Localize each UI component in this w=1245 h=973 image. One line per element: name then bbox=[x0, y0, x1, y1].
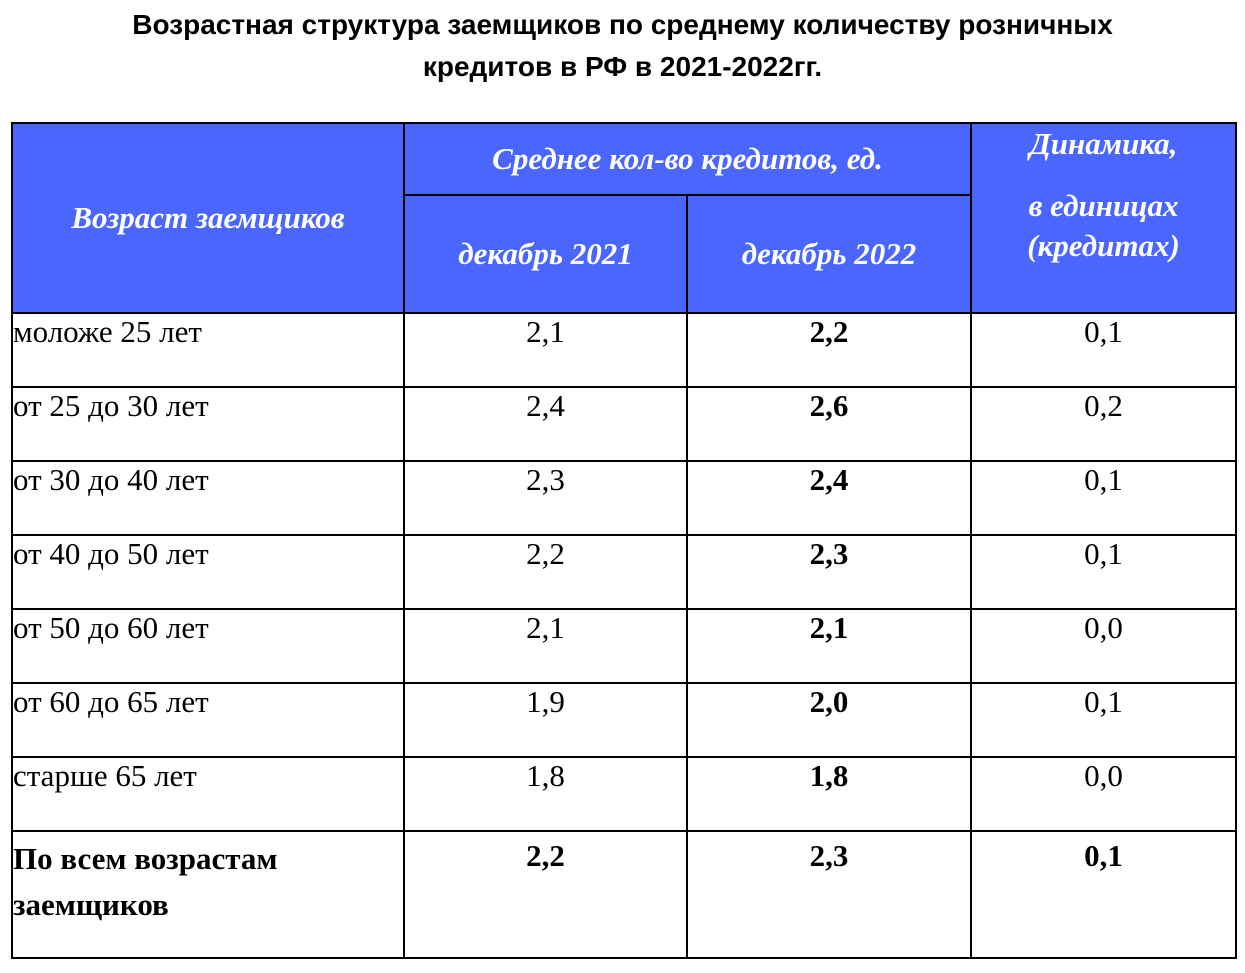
dec2021-cell: 2,4 bbox=[403, 386, 688, 462]
title-line-2: кредитов в РФ в 2021-2022гг. bbox=[422, 51, 823, 82]
header-dynamics: Динамика, в единицах (кредитах) bbox=[970, 122, 1238, 314]
age-cell: от 60 до 65 лет bbox=[11, 682, 405, 758]
age-cell: от 25 до 30 лет bbox=[11, 386, 405, 462]
dynamics-cell: 0,1 bbox=[970, 534, 1238, 610]
age-cell: от 40 до 50 лет bbox=[11, 534, 405, 610]
page-title: Возрастная структура заемщиков по средне… bbox=[0, 4, 1245, 88]
header-dynamics-line-2: в единицах bbox=[1028, 188, 1179, 223]
dec2022-cell: 1,8 bbox=[685, 756, 973, 832]
dec2021-cell: 2,3 bbox=[403, 460, 688, 536]
dec2021-cell: 2,1 bbox=[403, 608, 688, 684]
dec2021-cell: 2,2 bbox=[403, 534, 688, 610]
age-cell: от 30 до 40 лет bbox=[11, 460, 405, 536]
age-cell: от 50 до 60 лет bbox=[11, 608, 405, 684]
dec2022-cell: 2,3 bbox=[685, 534, 973, 610]
total-label-line-1: По всем возрастам bbox=[13, 841, 278, 876]
table-row: старше 65 лет 1,8 1,8 0,0 bbox=[11, 756, 1238, 832]
table-row: от 40 до 50 лет 2,2 2,3 0,1 bbox=[11, 534, 1238, 610]
dynamics-cell: 0,0 bbox=[970, 608, 1238, 684]
table-row: от 60 до 65 лет 1,9 2,0 0,1 bbox=[11, 682, 1238, 758]
total-dynamics-cell: 0,1 bbox=[970, 830, 1238, 959]
header-age: Возраст заемщиков bbox=[11, 122, 405, 314]
age-cell: моложе 25 лет bbox=[11, 312, 405, 388]
table-row: от 30 до 40 лет 2,3 2,4 0,1 bbox=[11, 460, 1238, 536]
age-cell: старше 65 лет bbox=[11, 756, 405, 832]
total-dec2021-cell: 2,2 bbox=[403, 830, 688, 959]
total-label-line-2: заемщиков bbox=[13, 887, 169, 922]
dec2021-cell: 1,8 bbox=[403, 756, 688, 832]
borrowers-age-table: Возраст заемщиков Среднее кол-во кредито… bbox=[11, 122, 1238, 959]
dynamics-cell: 0,1 bbox=[970, 460, 1238, 536]
dynamics-cell: 0,2 bbox=[970, 386, 1238, 462]
dec2022-cell: 2,4 bbox=[685, 460, 973, 536]
dec2022-cell: 2,6 bbox=[685, 386, 973, 462]
dynamics-cell: 0,0 bbox=[970, 756, 1238, 832]
dec2022-cell: 2,2 bbox=[685, 312, 973, 388]
total-row: По всем возрастам заемщиков 2,2 2,3 0,1 bbox=[11, 830, 1238, 959]
header-dec-2021: декабрь 2021 bbox=[403, 194, 688, 314]
header-dynamics-line-3: (кредитах) bbox=[1027, 228, 1180, 263]
dec2021-cell: 1,9 bbox=[403, 682, 688, 758]
dec2022-cell: 2,0 bbox=[685, 682, 973, 758]
table-row: от 50 до 60 лет 2,1 2,1 0,0 bbox=[11, 608, 1238, 684]
total-label-cell: По всем возрастам заемщиков bbox=[11, 830, 405, 959]
header-dynamics-line-1: Динамика, bbox=[1029, 126, 1178, 161]
table-row: от 25 до 30 лет 2,4 2,6 0,2 bbox=[11, 386, 1238, 462]
title-line-1: Возрастная структура заемщиков по средне… bbox=[132, 9, 1113, 40]
dec2021-cell: 2,1 bbox=[403, 312, 688, 388]
dec2022-cell: 2,1 bbox=[685, 608, 973, 684]
header-avg-group: Среднее кол-во кредитов, ед. bbox=[402, 122, 973, 196]
dynamics-cell: 0,1 bbox=[970, 682, 1238, 758]
dynamics-cell: 0,1 bbox=[970, 312, 1238, 388]
header-dec-2022: декабрь 2022 bbox=[685, 194, 973, 314]
table-row: моложе 25 лет 2,1 2,2 0,1 bbox=[11, 312, 1238, 388]
total-dec2022-cell: 2,3 bbox=[685, 830, 973, 959]
